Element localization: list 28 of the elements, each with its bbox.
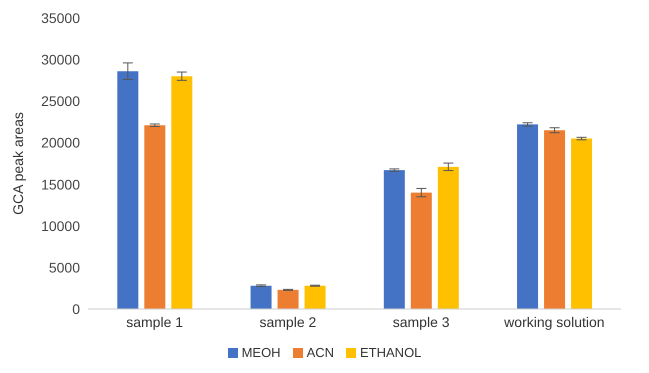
- bar: [438, 166, 459, 309]
- y-tick-label: 5000: [48, 259, 80, 276]
- bar: [544, 130, 566, 309]
- y-tick-label: 30000: [41, 52, 80, 68]
- legend-label: MEOH: [242, 345, 281, 360]
- y-tick-label: 15000: [41, 176, 80, 192]
- legend-label: ACN: [306, 345, 334, 360]
- x-tick-label: sample 1: [126, 314, 184, 330]
- legend-label: ETHANOL: [360, 345, 422, 360]
- bar: [278, 290, 299, 309]
- bar: [517, 124, 538, 309]
- y-tick-label: 25000: [41, 93, 80, 110]
- bar: [384, 170, 405, 309]
- y-tick-label: 20000: [41, 134, 80, 151]
- bar: [171, 76, 192, 309]
- x-tick-label: sample 2: [259, 314, 316, 330]
- y-tick-label: 35000: [41, 10, 80, 26]
- y-tick-label: 0: [72, 300, 80, 317]
- y-tick-label: 10000: [41, 218, 80, 234]
- bar: [144, 125, 166, 309]
- bar: [117, 71, 138, 309]
- bar: [571, 138, 592, 309]
- bar: [250, 286, 272, 309]
- x-tick-label: working solution: [503, 314, 605, 330]
- y-axis-title: GCA peak areas: [10, 112, 26, 215]
- bar: [304, 286, 326, 309]
- bar: [410, 192, 432, 309]
- x-tick-label: sample 3: [392, 314, 450, 330]
